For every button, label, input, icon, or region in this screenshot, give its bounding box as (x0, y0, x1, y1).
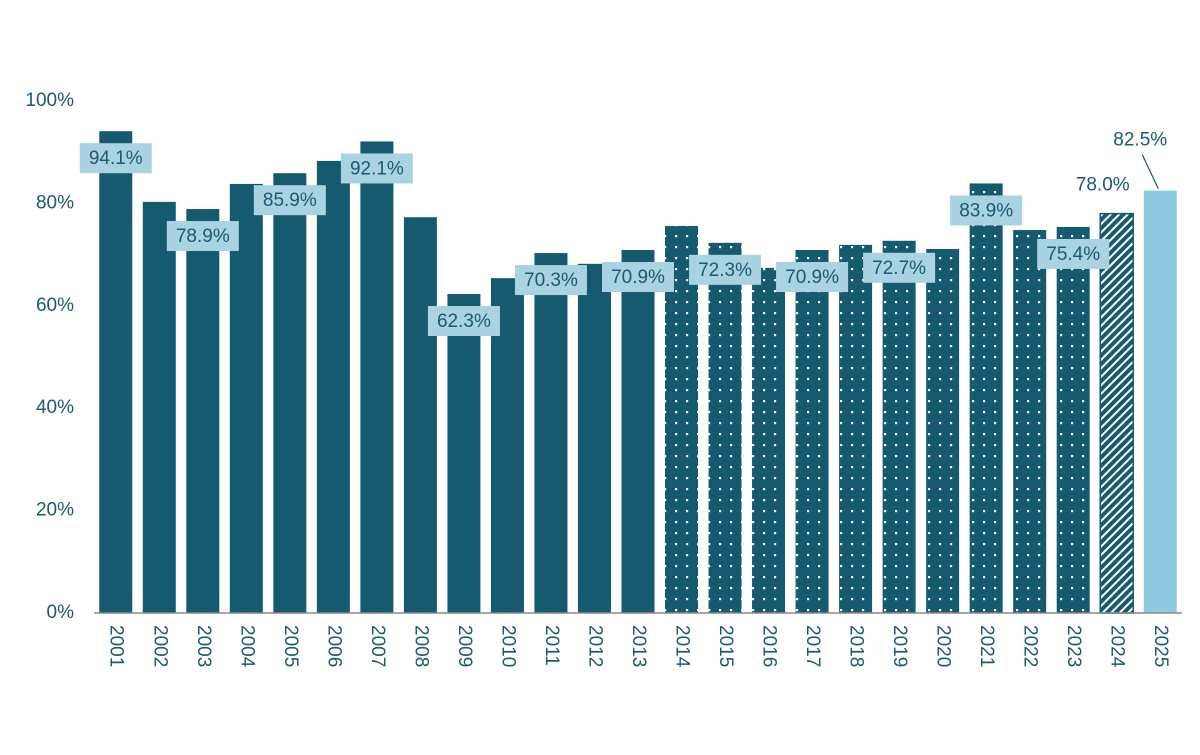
value-label: 92.1% (350, 158, 404, 179)
y-tick-label: 20% (36, 500, 74, 521)
bar (708, 242, 742, 613)
value-label-box (602, 261, 674, 292)
x-tick-label: 2015 (715, 625, 736, 667)
bar (926, 248, 960, 613)
value-label-box (79, 143, 152, 174)
bar (1143, 190, 1177, 613)
y-tick-label: 40% (36, 397, 74, 418)
bar (1013, 230, 1047, 614)
y-tick-label: 60% (36, 295, 74, 316)
bar (882, 240, 916, 613)
value-label: 78.0% (1076, 175, 1130, 196)
leader-line (1141, 154, 1159, 189)
value-label-box (863, 252, 936, 283)
value-label-box (776, 261, 849, 292)
x-tick-label: 2024 (1107, 625, 1128, 668)
bar (795, 249, 829, 613)
x-tick-label: 2001 (106, 625, 127, 667)
bar (534, 253, 568, 613)
value-label-box (514, 265, 587, 296)
y-tick-label: 0% (47, 602, 75, 623)
x-tick-label: 2008 (410, 625, 431, 667)
bar (142, 201, 176, 613)
bar (969, 183, 1003, 613)
value-label: 70.9% (611, 267, 665, 288)
value-label: 83.9% (959, 200, 1013, 221)
bar (1099, 212, 1134, 614)
y-tick-label: 100% (25, 90, 74, 111)
bar (447, 294, 481, 613)
value-label: 75.4% (1046, 244, 1100, 265)
value-label: 72.7% (872, 258, 926, 279)
x-tick-label: 2009 (454, 625, 475, 667)
x-tick-label: 2017 (802, 625, 823, 667)
x-tick-label: 2021 (976, 625, 997, 667)
x-tick-label: 2012 (584, 625, 605, 667)
x-tick-label: 2020 (933, 625, 954, 667)
x-tick-label: 2013 (628, 625, 649, 667)
value-label: 94.1% (89, 148, 143, 169)
bar (403, 217, 437, 613)
value-label-box (950, 195, 1023, 226)
value-label: 72.3% (698, 260, 752, 281)
bar (360, 141, 394, 613)
value-label-box (427, 306, 500, 337)
x-tick-label: 2014 (672, 625, 693, 668)
x-tick-label: 2010 (497, 625, 518, 667)
x-tick-label: 2018 (846, 625, 867, 667)
x-tick-label: 2004 (236, 625, 257, 668)
bar (316, 160, 350, 614)
x-tick-label: 2019 (889, 625, 910, 667)
value-label: 82.5% (1113, 130, 1167, 151)
value-label-box (1037, 238, 1110, 269)
value-label: 85.9% (263, 190, 317, 211)
x-tick-label: 2007 (367, 625, 388, 667)
value-label-box (340, 153, 413, 184)
x-tick-label: 2025 (1150, 625, 1171, 667)
bar (752, 267, 786, 613)
bar (273, 173, 307, 613)
value-label-box (166, 221, 239, 252)
bar (99, 131, 133, 613)
bar (186, 209, 220, 614)
value-label-box (689, 254, 762, 285)
x-tick-label: 2023 (1063, 625, 1084, 667)
value-label: 78.9% (176, 226, 230, 247)
x-tick-label: 2011 (541, 625, 562, 666)
x-tick-label: 2003 (193, 625, 214, 667)
value-label: 70.3% (524, 270, 578, 291)
x-tick-label: 2016 (759, 625, 780, 667)
bar (621, 249, 655, 613)
value-label-box (253, 185, 326, 216)
bar (577, 263, 611, 613)
bar (1056, 226, 1090, 613)
y-tick-label: 80% (36, 192, 74, 213)
bar (839, 244, 873, 613)
value-label: 70.9% (785, 267, 839, 288)
value-label: 62.3% (437, 311, 491, 332)
x-tick-label: 2006 (323, 625, 344, 667)
x-tick-label: 2005 (280, 625, 301, 667)
bar (229, 183, 263, 613)
x-tick-label: 2022 (1020, 625, 1041, 667)
x-tick-label: 2002 (149, 625, 170, 667)
